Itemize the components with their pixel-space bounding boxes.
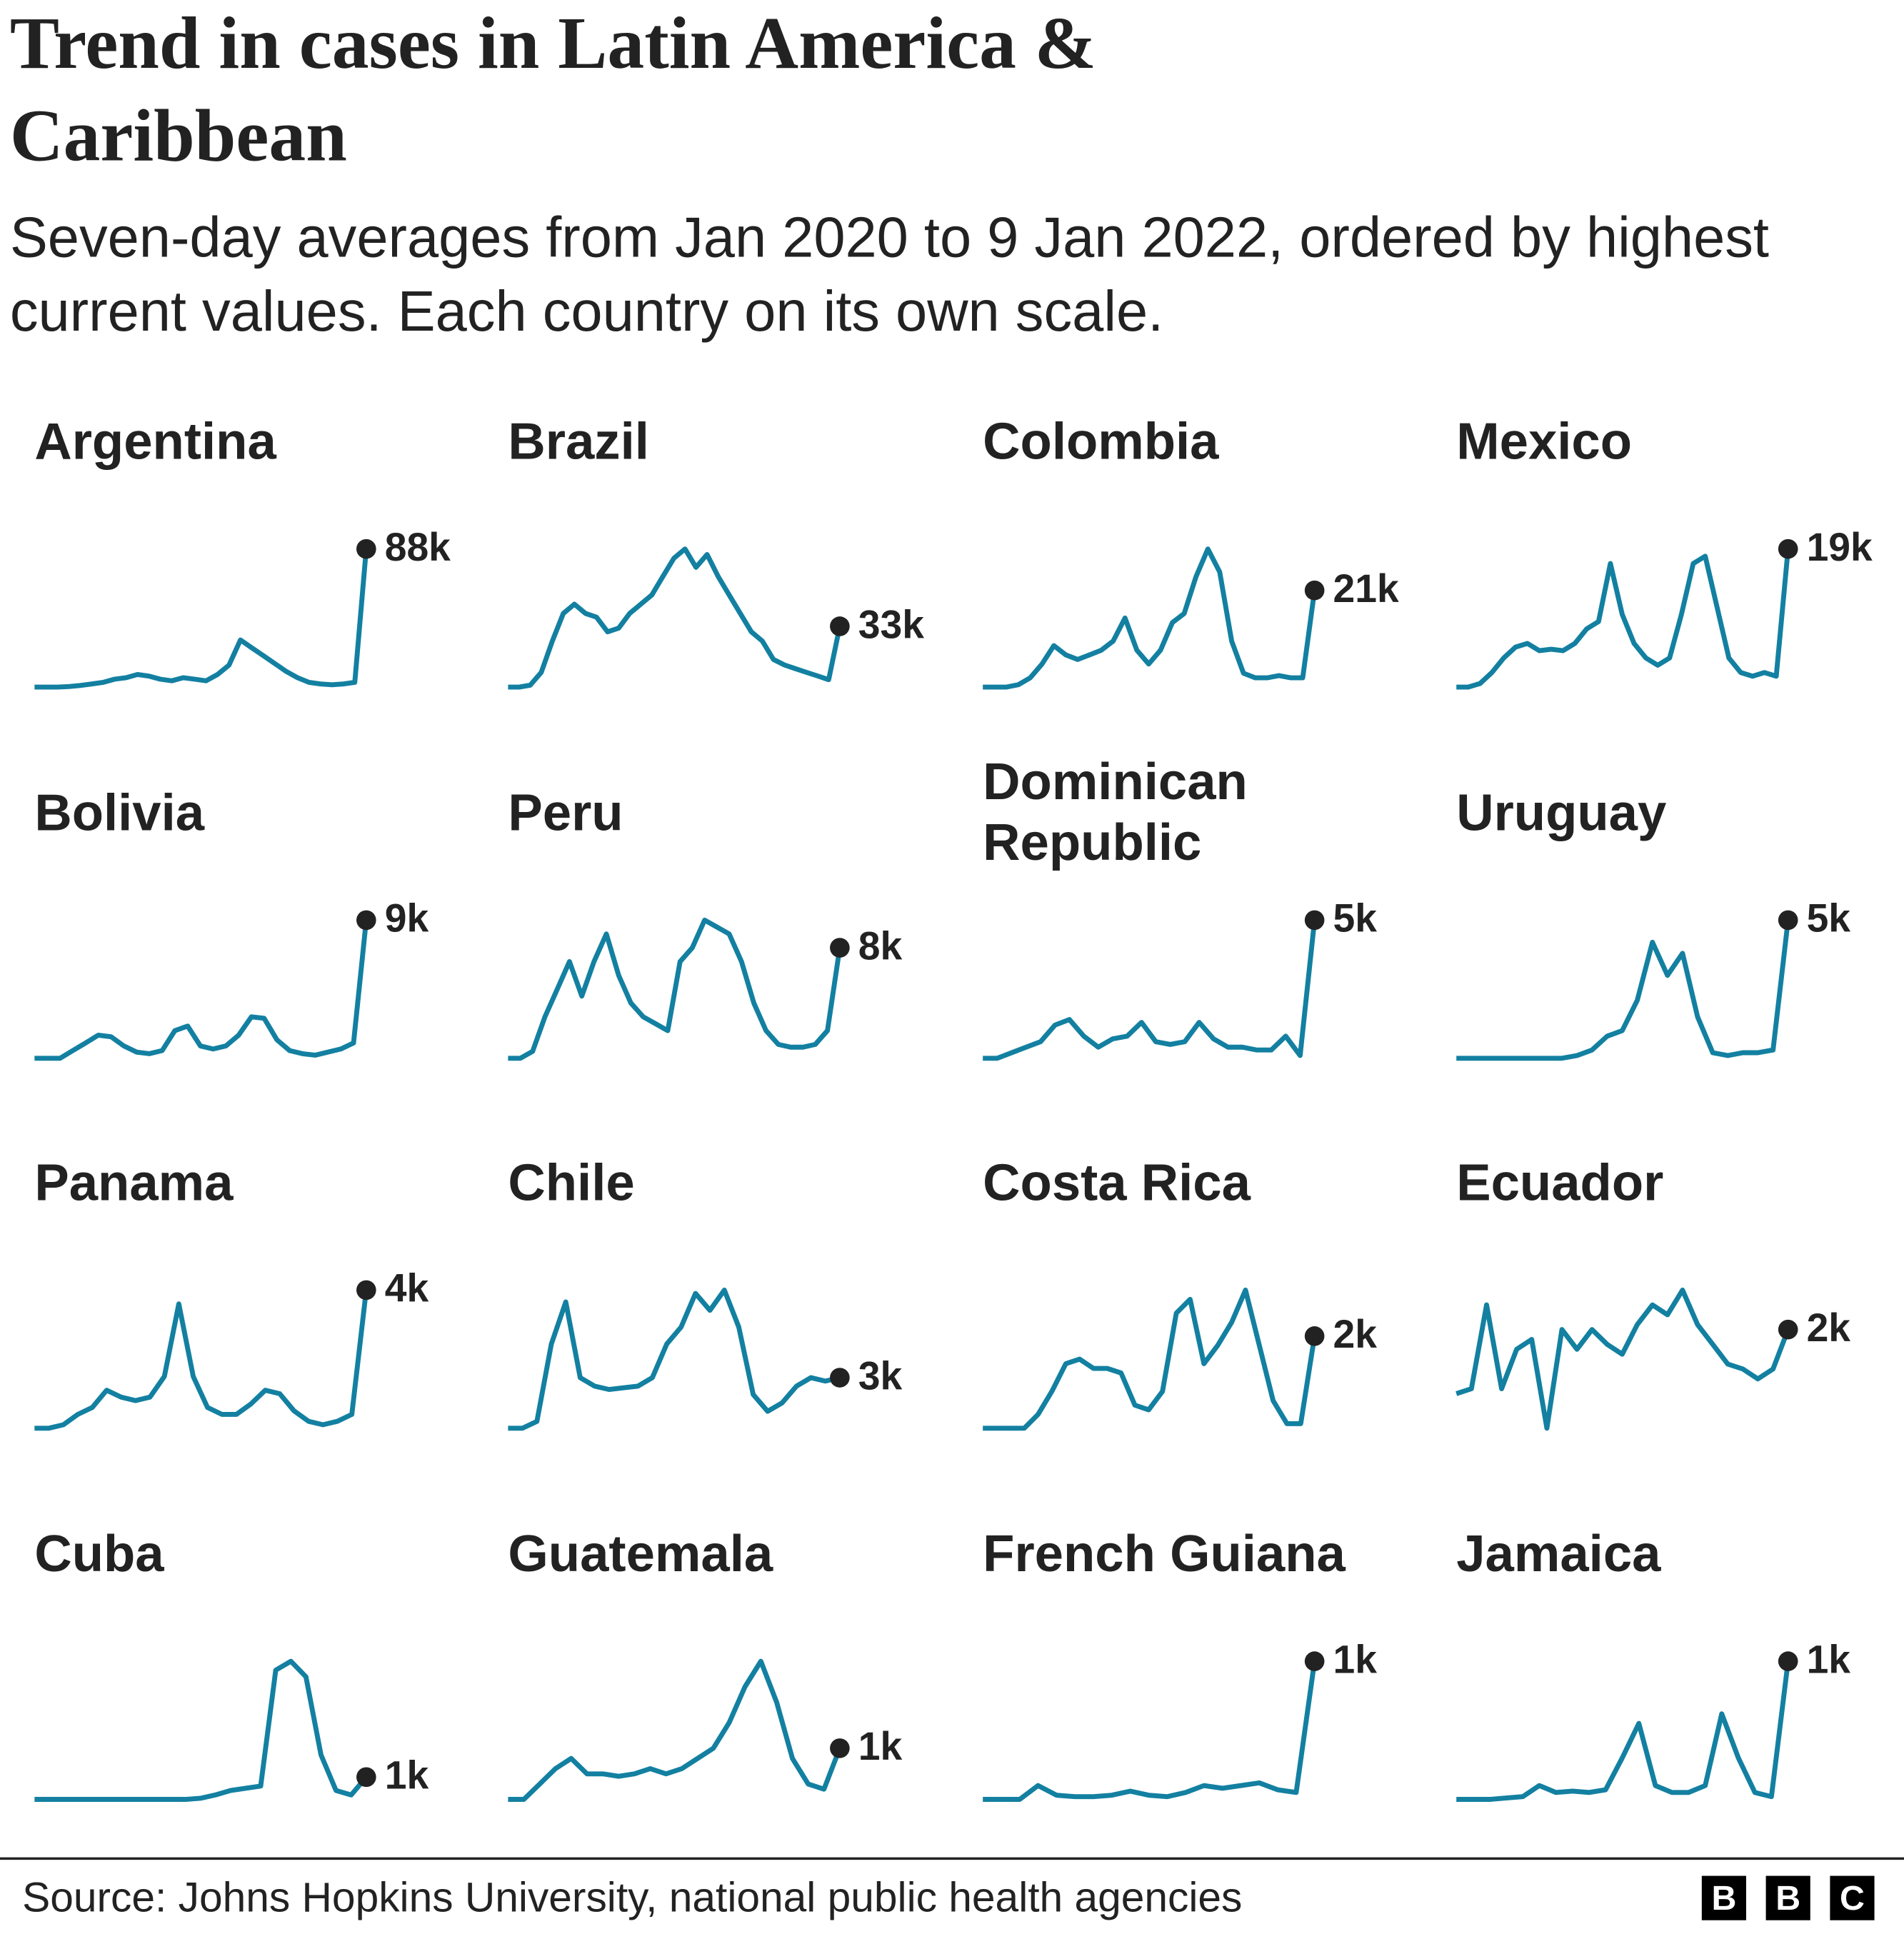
latest-dot <box>1304 910 1325 931</box>
panel-title: Chile <box>508 1153 634 1211</box>
trend-line <box>983 1287 1318 1431</box>
trend-line <box>983 920 1318 1061</box>
trend-line <box>34 1289 369 1431</box>
trend-line <box>508 917 843 1061</box>
latest-label: 1k <box>1333 1637 1378 1681</box>
latest-dot <box>830 1368 850 1388</box>
trend-line <box>1456 919 1791 1061</box>
latest-label: 4k <box>385 1266 429 1311</box>
latest-label: 33k <box>858 602 924 646</box>
logo-box <box>1830 1875 1875 1920</box>
trend-line <box>34 548 369 690</box>
latest-label: 21k <box>1333 566 1399 611</box>
chart-title: Trend in cases in Latin America & Caribbe… <box>10 3 1096 177</box>
panel-title: Uruguay <box>1456 783 1666 841</box>
latest-dot <box>1304 1651 1325 1671</box>
latest-dot <box>1778 1319 1798 1340</box>
latest-label: 1k <box>858 1724 903 1768</box>
latest-dot <box>356 538 376 559</box>
latest-label: 3k <box>858 1353 903 1398</box>
panel-title: Bolivia <box>34 783 204 841</box>
trend-line <box>1455 1287 1790 1431</box>
trend-line <box>34 1658 369 1802</box>
panel-title: Brazil <box>508 413 648 471</box>
latest-dot <box>356 910 376 931</box>
latest-label: 1k <box>385 1753 429 1798</box>
panel-title: Mexico <box>1456 413 1632 471</box>
latest-dot <box>830 616 850 636</box>
panel-title: Jamaica <box>1456 1525 1661 1583</box>
panel-title: Costa Rica <box>983 1153 1251 1211</box>
trend-line <box>983 1660 1318 1802</box>
panel-title: Guatemala <box>508 1525 773 1583</box>
latest-dot <box>1304 580 1325 601</box>
latest-dot <box>830 1738 850 1758</box>
trend-line <box>508 1658 843 1802</box>
panel-title: Panama <box>34 1153 234 1211</box>
logo-box <box>1701 1875 1746 1920</box>
latest-label: 19k <box>1807 525 1873 569</box>
panel-title: Colombia <box>983 413 1219 471</box>
latest-label: 2k <box>1807 1306 1851 1350</box>
panel-title: Dominican Republic <box>983 753 1248 871</box>
trend-line <box>1456 548 1791 690</box>
trend-line <box>508 546 843 690</box>
latest-dot <box>1778 910 1798 931</box>
latest-dot <box>356 1767 376 1788</box>
latest-label: 9k <box>385 896 429 941</box>
latest-label: 5k <box>1333 896 1378 941</box>
latest-label: 1k <box>1807 1637 1851 1681</box>
latest-label: 88k <box>385 525 451 569</box>
panel-title: Cuba <box>34 1525 164 1583</box>
subtitle: Seven-day averages from Jan 2020 to 9 Ja… <box>10 205 1769 343</box>
panel-title: Ecuador <box>1456 1153 1663 1211</box>
panel-title: Peru <box>508 783 623 841</box>
logo-letter: C <box>1840 1879 1865 1918</box>
logo-letter: B <box>1775 1879 1800 1918</box>
latest-dot <box>830 938 850 958</box>
panel-title: Argentina <box>34 413 276 471</box>
latest-label: 5k <box>1807 896 1851 941</box>
latest-label: 2k <box>1333 1312 1378 1356</box>
source: Source: Johns Hopkins University, nation… <box>22 1875 1242 1921</box>
latest-dot <box>1304 1326 1325 1346</box>
logo-letter: B <box>1711 1879 1736 1918</box>
latest-label: 8k <box>858 923 903 968</box>
trend-line <box>34 920 369 1061</box>
trend-line <box>983 546 1318 690</box>
latest-dot <box>1778 1651 1798 1671</box>
logo-box <box>1765 1875 1810 1920</box>
trend-line <box>508 1287 841 1431</box>
latest-dot <box>356 1280 376 1301</box>
trend-line <box>1456 1660 1791 1802</box>
panel-title: French Guiana <box>983 1525 1346 1583</box>
latest-dot <box>1778 538 1798 559</box>
